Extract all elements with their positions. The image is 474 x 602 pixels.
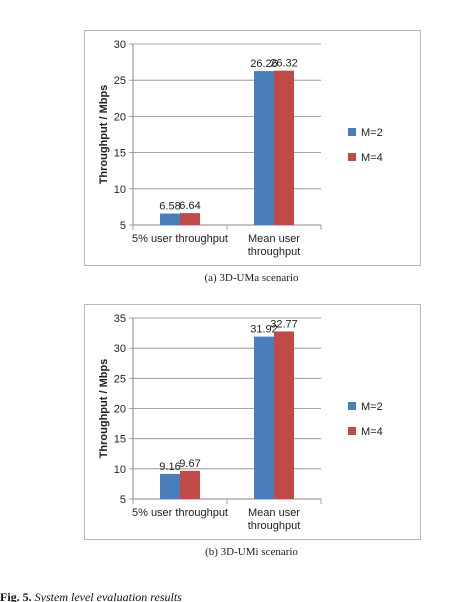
chart-b-legend-label: M=4 xyxy=(361,426,383,438)
chart-b-bar-m2-1 xyxy=(254,336,274,499)
figure-caption-text: System level evaluation results xyxy=(34,590,182,602)
chart-a-bar-m2-0 xyxy=(160,213,180,225)
chart-b-y-tick-label: 15 xyxy=(114,434,126,446)
chart-b-caption: (b) 3D-UMi scenario xyxy=(205,546,298,558)
chart-a-bar-m4-1 xyxy=(274,70,294,225)
chart-a-y-tick-label: 20 xyxy=(114,111,126,123)
chart-a-y-tick-label: 30 xyxy=(114,39,126,51)
chart-a-y-axis-title: Throughput / Mbps xyxy=(98,85,110,185)
chart-a-y-tick-label: 15 xyxy=(114,148,126,160)
figure-caption: Fig. 5. System level evaluation results xyxy=(0,590,474,602)
chart-b-data-label: 9.16 xyxy=(159,461,180,473)
chart-a-data-label: 6.64 xyxy=(179,200,200,212)
chart-a-legend-swatch xyxy=(348,128,356,136)
chart-a-legend-label: M=4 xyxy=(361,152,383,164)
chart-b-y-tick-label: 35 xyxy=(114,313,126,325)
chart-b-bar-m4-0 xyxy=(180,470,200,499)
chart-a-y-tick-label: 25 xyxy=(114,75,126,87)
chart-a-legend-swatch xyxy=(348,153,356,161)
chart-b-svg: 5 10 15 20 25 30 35 Throughput / Mbps 9.169.67 5%… xyxy=(98,313,383,532)
chart-b-legend-swatch xyxy=(348,402,356,410)
chart-b-data-label: 31.92 xyxy=(250,324,278,336)
chart-a-category-label: throughput xyxy=(248,246,301,258)
chart-b-bar-m2-0 xyxy=(160,473,180,499)
chart-a-legend-label: M=2 xyxy=(361,127,383,139)
chart-b-y-tick-label: 20 xyxy=(114,404,126,416)
chart-a-data-label: 26.26 xyxy=(250,58,278,70)
chart-a-caption: (a) 3D-UMa scenario xyxy=(204,272,299,284)
chart-b-bar-m4-1 xyxy=(274,331,294,499)
chart-a-bar-m4-0 xyxy=(180,213,200,225)
chart-panel-a: 5 10 15 20 25 30 Throughput / Mbps 6.58 6.64 5% u… xyxy=(84,30,421,266)
chart-b-y-tick-label: 25 xyxy=(114,373,126,385)
chart-b-category-label: Mean user xyxy=(248,507,300,519)
chart-a-y-tick-label: 10 xyxy=(114,184,126,196)
chart-a-svg: 5 10 15 20 25 30 Throughput / Mbps 6.586.64 5% u… xyxy=(98,39,383,258)
chart-a-bar-m2-1 xyxy=(254,71,274,225)
chart-b-category-label: 5% user throughput xyxy=(132,507,228,519)
chart-b-category-label: throughput xyxy=(248,520,301,532)
chart-a-category-label: Mean user xyxy=(248,233,300,245)
chart-a-y-tick-label: 5 xyxy=(120,220,126,232)
chart-b-legend-swatch xyxy=(348,427,356,435)
chart-a-data-label: 6.58 xyxy=(159,201,180,213)
chart-panel-b: 5 10 15 20 25 30 35 Throughput / Mbps 9.16 9.67 5%… xyxy=(84,304,421,540)
chart-a-data-label: 26.32 xyxy=(270,58,298,70)
chart-b-data-label: 9.67 xyxy=(179,458,200,470)
figure-label: Fig. 5. xyxy=(0,590,32,602)
chart-b-legend-label: M=2 xyxy=(361,401,383,413)
chart-b-y-tick-label: 10 xyxy=(114,464,126,476)
chart-a-category-label: 5% user throughput xyxy=(132,233,228,245)
chart-b-y-tick-label: 5 xyxy=(120,494,126,506)
chart-b-data-label: 32.77 xyxy=(270,318,298,330)
chart-b-y-tick-label: 30 xyxy=(114,343,126,355)
chart-b-y-axis-title: Throughput / Mbps xyxy=(98,359,110,459)
